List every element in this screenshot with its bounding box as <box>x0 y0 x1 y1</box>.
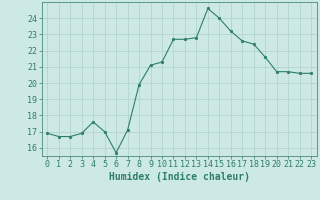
X-axis label: Humidex (Indice chaleur): Humidex (Indice chaleur) <box>109 172 250 182</box>
